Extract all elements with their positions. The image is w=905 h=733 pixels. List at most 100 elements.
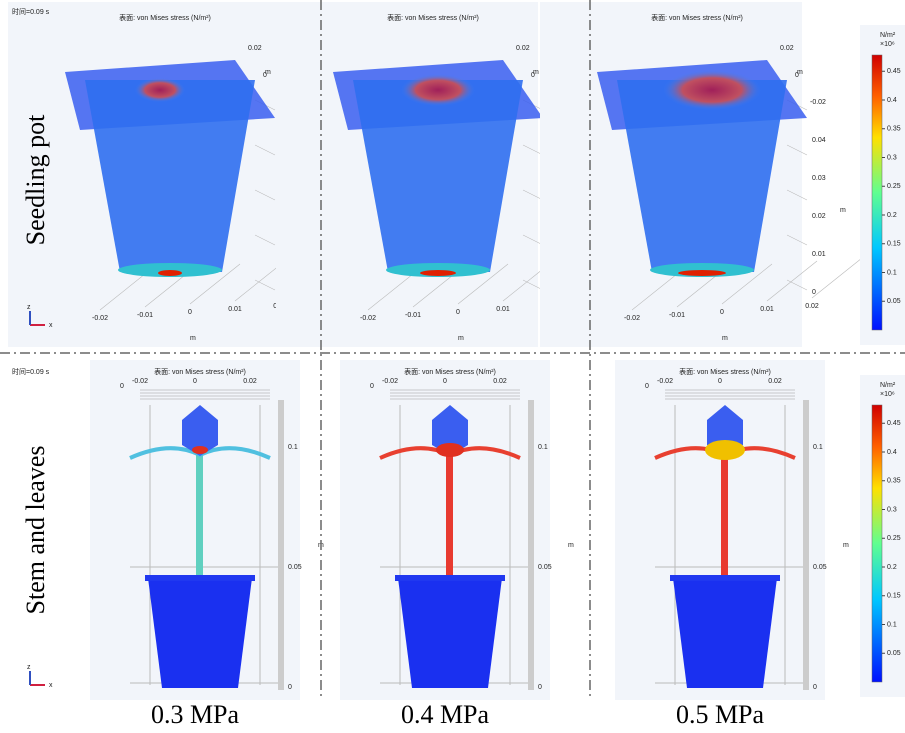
y-tick-label: 0 xyxy=(795,72,799,79)
y-tick-label: 0 xyxy=(263,72,267,79)
x-tick-label: 0.01 xyxy=(228,306,242,313)
grid-line xyxy=(766,260,818,302)
colorbar-bg xyxy=(860,25,905,345)
colorbar-tick-label: 0.35 xyxy=(887,478,901,485)
colorbar-tick-label: 0.1 xyxy=(887,269,897,276)
colorbar xyxy=(871,54,883,331)
axis-unit: m xyxy=(797,69,803,76)
x-tick-label: 0 xyxy=(456,309,460,316)
x-tick-label: -0.02 xyxy=(360,315,376,322)
colorbar-tick-label: 0.05 xyxy=(887,298,901,305)
z-tick-label: 0 xyxy=(813,684,817,691)
z-tick-label: 0.05 xyxy=(288,564,302,571)
grid-line xyxy=(254,234,276,246)
grid-line xyxy=(786,189,808,201)
y-tick-label: 0.02 xyxy=(516,45,530,52)
x-tick-label: -0.01 xyxy=(669,312,685,319)
colorbar xyxy=(871,404,883,683)
pot-rim xyxy=(670,575,780,581)
axis-unit: m xyxy=(840,207,846,214)
time-label: 时间=0.09 s xyxy=(12,367,50,376)
flower-stress xyxy=(436,443,464,457)
pot xyxy=(398,578,502,688)
y-tick-label: 0.02 xyxy=(780,45,794,52)
time-label: 时间=0.09 s xyxy=(12,7,50,16)
axis-wall xyxy=(528,400,534,690)
plot-title: 表面: von Mises stress (N/m²) xyxy=(404,367,496,376)
axis-wall xyxy=(278,400,284,690)
colorbar-tick-label: 0.45 xyxy=(887,68,901,75)
stress-blob xyxy=(135,78,185,102)
y-tick-label: -0.02 xyxy=(810,99,826,106)
z-tick-label: 0.1 xyxy=(813,444,823,451)
axis-unit: m xyxy=(568,542,574,549)
colorbar-tick-label: 0.05 xyxy=(887,650,901,657)
grid-line xyxy=(254,144,276,156)
z-tick-label: 0 xyxy=(812,289,816,296)
column-label: 0.4 MPa xyxy=(401,700,490,729)
pot-rim xyxy=(395,575,505,581)
hot-spot xyxy=(158,270,182,276)
colorbar-unit: N/m² xyxy=(880,32,896,39)
x-tick-label: 0.02 xyxy=(243,378,257,385)
separators xyxy=(0,0,905,700)
stem xyxy=(721,455,728,577)
colorbar-tick-label: 0.15 xyxy=(887,241,901,248)
x-tick-label: 0 xyxy=(193,378,197,385)
colorbar-tick-label: 0.3 xyxy=(887,506,897,513)
axis-unit: m xyxy=(722,335,728,342)
x-tick-label: -0.02 xyxy=(132,378,148,385)
flower xyxy=(182,405,218,456)
grid-line xyxy=(721,263,773,305)
flower-stress xyxy=(192,446,208,454)
grid-line xyxy=(254,279,276,291)
colorbar-tick-label: 0.4 xyxy=(887,97,897,104)
axis-wall xyxy=(803,400,809,690)
z-tick-label: 0 xyxy=(370,383,374,390)
column-label: 0.3 MPa xyxy=(151,700,240,729)
flower-stress xyxy=(705,440,745,460)
grid-line xyxy=(786,234,808,246)
x-tick-label: -0.02 xyxy=(382,378,398,385)
grid-line xyxy=(522,189,544,201)
hot-spot xyxy=(420,270,456,276)
axis-unit: m xyxy=(533,69,539,76)
pot-body xyxy=(617,80,787,272)
colorbar-tick-label: 0.4 xyxy=(887,449,897,456)
x-tick-label: -0.01 xyxy=(137,312,153,319)
grid-line xyxy=(457,263,509,305)
axis-unit: m xyxy=(843,542,849,549)
z-tick-label: 0.03 xyxy=(812,175,826,182)
z-tick-label: 0.05 xyxy=(538,564,552,571)
z-tick-label: 0.1 xyxy=(288,444,298,451)
plot-title: 表面: von Mises stress (N/m²) xyxy=(387,13,479,22)
x-tick-label: 0 xyxy=(718,378,722,385)
x-tick-label: -0.02 xyxy=(624,315,640,322)
colorbar-tick-label: 0.45 xyxy=(887,420,901,427)
axis-name: x xyxy=(49,682,53,689)
plot-title: 表面: von Mises stress (N/m²) xyxy=(154,367,246,376)
colorbar-tick-label: 0.25 xyxy=(887,535,901,542)
grid-line xyxy=(522,279,544,291)
x-tick-label: 0.02 xyxy=(805,303,819,310)
x-tick-label: 0.02 xyxy=(768,378,782,385)
grid-line xyxy=(189,263,241,305)
colorbar-tick-label: 0.1 xyxy=(887,621,897,628)
z-tick-label: 0 xyxy=(538,684,542,691)
stem xyxy=(446,455,453,577)
x-tick-label: 0.01 xyxy=(496,306,510,313)
grid-line xyxy=(786,144,808,156)
x-tick-label: -0.02 xyxy=(92,315,108,322)
z-tick-label: 0.02 xyxy=(812,213,826,220)
stress-blob xyxy=(663,70,761,110)
pot xyxy=(673,578,777,688)
x-tick-label: -0.02 xyxy=(657,378,673,385)
grid-line xyxy=(522,144,544,156)
colorbar-tick-label: 0.35 xyxy=(887,126,901,133)
x-tick-label: 0.01 xyxy=(760,306,774,313)
axis-name: z xyxy=(27,664,31,671)
pot-body xyxy=(353,80,523,272)
row-label: Seedling pot xyxy=(21,114,50,245)
grid-line xyxy=(631,269,683,311)
